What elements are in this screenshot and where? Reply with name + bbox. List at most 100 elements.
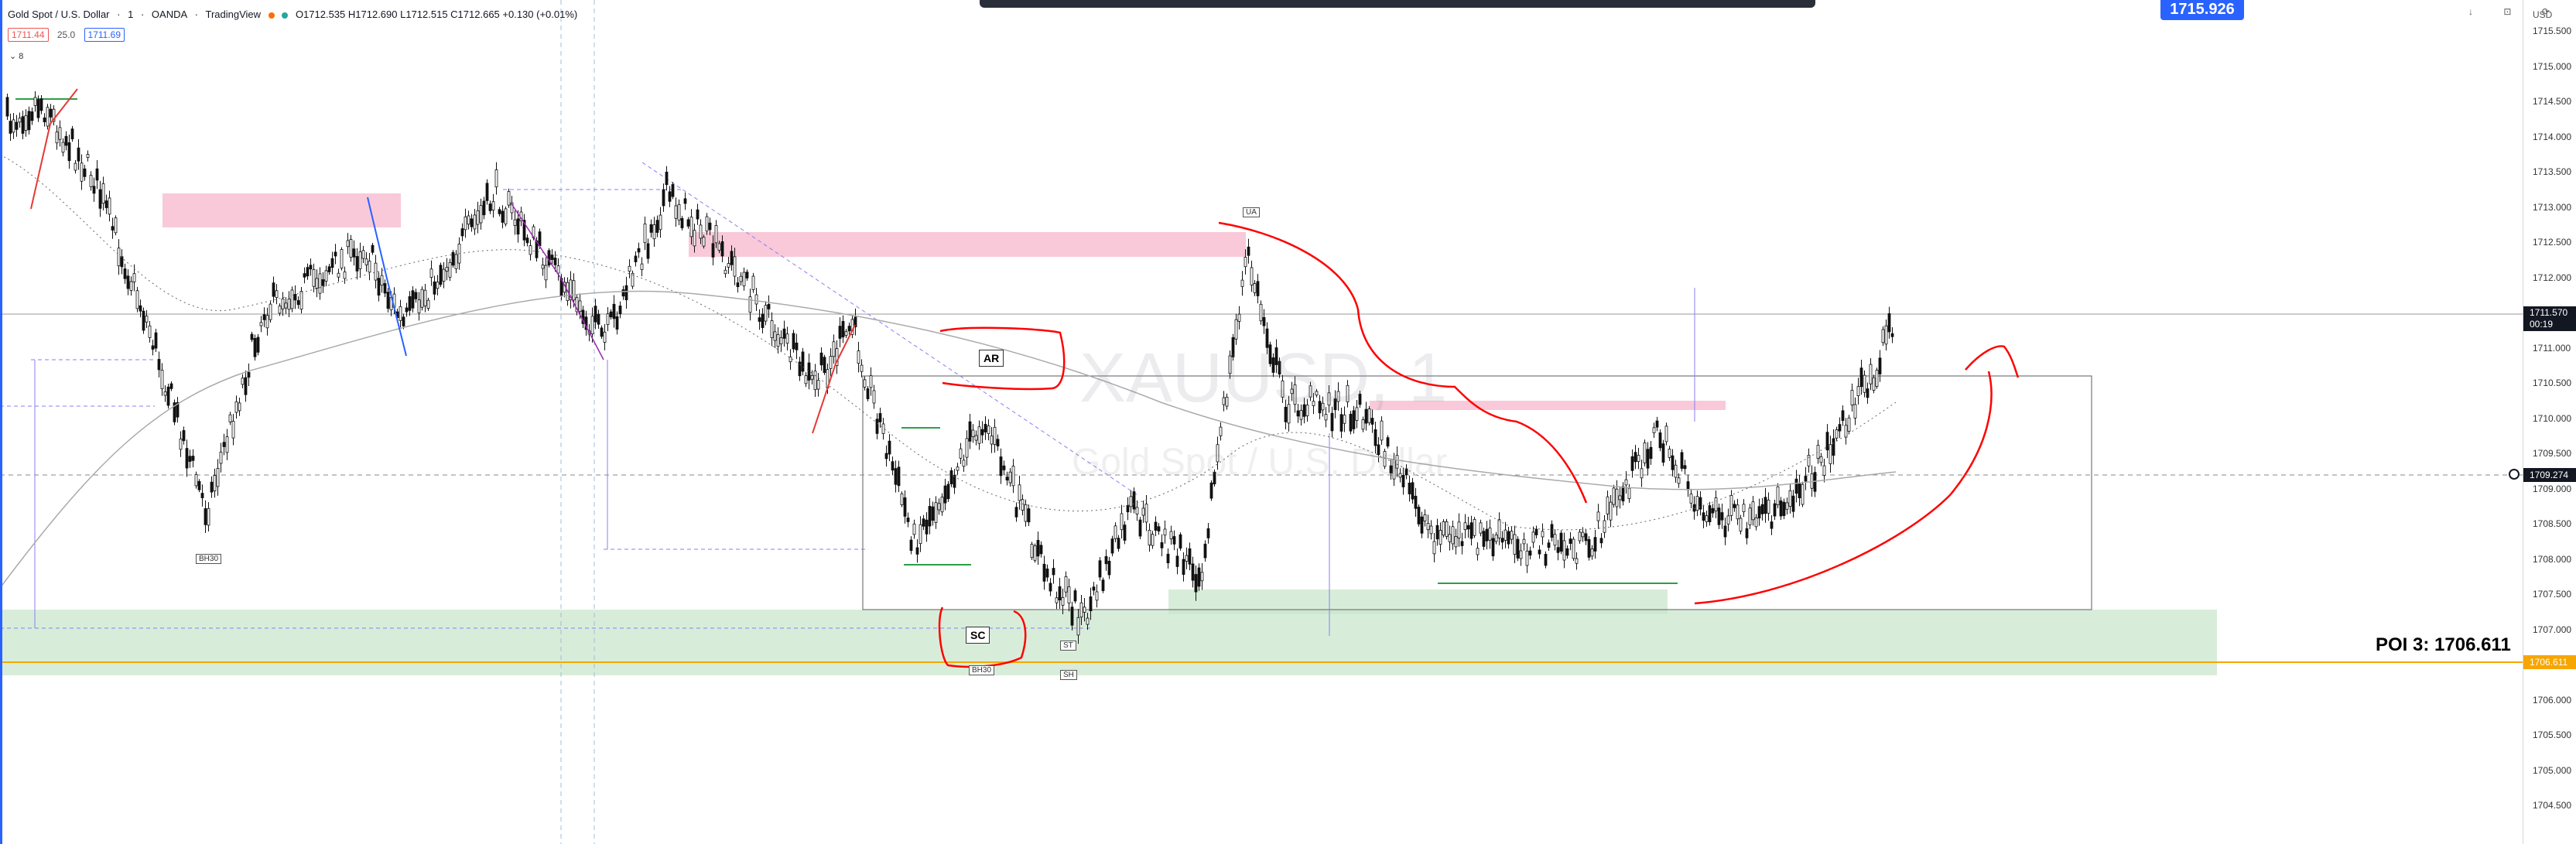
chart-drawing-layer[interactable] bbox=[0, 0, 2523, 844]
candle-body bbox=[470, 218, 474, 227]
candle-body bbox=[111, 226, 115, 231]
candle-body bbox=[151, 345, 155, 350]
buy-price-button[interactable]: 1711.69 bbox=[84, 28, 125, 42]
symbol-legend[interactable]: Gold Spot / U.S. Dollar · 1 · OANDA · Tr… bbox=[8, 9, 578, 20]
indicators-toggle[interactable]: ⌄ 8 bbox=[9, 51, 23, 61]
candle-body bbox=[847, 326, 851, 332]
candle-body bbox=[779, 337, 783, 344]
candle-body bbox=[696, 209, 700, 220]
candle-body bbox=[1293, 384, 1297, 405]
dashed-trendline bbox=[641, 162, 1138, 496]
candle-body bbox=[265, 315, 269, 329]
sc-label[interactable]: SC bbox=[966, 627, 990, 644]
candle-body bbox=[553, 258, 557, 265]
candle-body bbox=[1271, 357, 1275, 373]
candle-body bbox=[1120, 513, 1124, 531]
candle-body bbox=[501, 210, 505, 223]
candle-body bbox=[408, 296, 412, 311]
candle-body bbox=[1723, 525, 1727, 538]
candle-body bbox=[550, 255, 554, 260]
candle-body bbox=[473, 214, 477, 230]
candle-body bbox=[1572, 538, 1575, 559]
candle-body bbox=[18, 118, 22, 123]
candle-body bbox=[1333, 398, 1337, 411]
candle-body bbox=[1206, 528, 1210, 538]
candle-body bbox=[1658, 432, 1662, 449]
candle-body bbox=[157, 359, 161, 371]
candle-body bbox=[55, 132, 59, 144]
ar-label[interactable]: AR bbox=[979, 350, 1004, 367]
candle-body bbox=[1717, 507, 1721, 525]
candle-body bbox=[643, 224, 647, 244]
candle-body bbox=[984, 423, 987, 432]
candle-body bbox=[1516, 538, 1520, 559]
candle-body bbox=[708, 222, 712, 231]
candle-body bbox=[1729, 495, 1733, 516]
candle-body bbox=[250, 333, 254, 340]
candle-body bbox=[120, 256, 124, 268]
window-controls[interactable]: ↓ ⊡ ⟳ bbox=[2468, 6, 2564, 17]
candle-body bbox=[272, 282, 275, 297]
drawing-toolbar[interactable] bbox=[980, 0, 1815, 8]
bh30-label-2[interactable]: BH30 bbox=[969, 665, 995, 675]
candle-body bbox=[191, 456, 195, 461]
candle-body bbox=[1451, 526, 1455, 545]
candle-body bbox=[671, 184, 675, 197]
chart-canvas[interactable]: XAUUSD, 1 Gold Spot / U.S. Dollar Gold S… bbox=[0, 0, 2523, 844]
candle-body bbox=[810, 374, 814, 380]
currency-label[interactable]: USD bbox=[2533, 9, 2553, 20]
candle-body bbox=[1863, 374, 1866, 393]
candle-body bbox=[1185, 555, 1189, 562]
candle-body bbox=[556, 265, 560, 274]
candle-body bbox=[1244, 257, 1247, 268]
price-tick-label: 1708.000 bbox=[2533, 553, 2572, 565]
candle-body bbox=[569, 279, 573, 300]
candle-body bbox=[1268, 344, 1272, 364]
candle-body bbox=[436, 282, 440, 289]
bh30-label[interactable]: BH30 bbox=[196, 554, 222, 564]
price-tick-label: 1714.000 bbox=[2533, 131, 2572, 142]
candle-body bbox=[637, 248, 641, 253]
sh-label[interactable]: SH bbox=[1060, 670, 1077, 680]
candle-body bbox=[216, 468, 220, 487]
ua-label[interactable]: UA bbox=[1243, 207, 1260, 217]
candle-body bbox=[498, 209, 501, 214]
st-label[interactable]: ST bbox=[1060, 641, 1076, 651]
candle-body bbox=[1835, 429, 1839, 439]
price-axis[interactable]: 1715.500 1715.000 1714.500 1714.000 1713.500… bbox=[2523, 0, 2576, 844]
candle-body bbox=[1640, 468, 1644, 479]
candle-body bbox=[61, 142, 65, 153]
candle-body bbox=[179, 439, 183, 450]
candle-body bbox=[575, 297, 579, 313]
candle-body bbox=[488, 203, 492, 211]
candle-body bbox=[1064, 576, 1068, 593]
candle-body bbox=[504, 208, 508, 224]
candle-body bbox=[64, 135, 68, 146]
candle-body bbox=[1497, 519, 1501, 538]
candle-body bbox=[451, 251, 455, 266]
price-tick-label: 1707.500 bbox=[2533, 589, 2572, 600]
symbol-title[interactable]: Gold Spot / U.S. Dollar bbox=[8, 9, 110, 20]
candle-body bbox=[1417, 507, 1421, 525]
candle-body bbox=[854, 316, 857, 327]
candle-body bbox=[1179, 534, 1182, 549]
candle-body bbox=[1321, 402, 1325, 411]
sell-price-button[interactable]: 1711.44 bbox=[8, 28, 49, 42]
candle-body bbox=[281, 298, 285, 309]
crosshair-circle-icon bbox=[2509, 469, 2520, 480]
candle-body bbox=[1151, 534, 1155, 546]
candle-body bbox=[269, 303, 272, 320]
candle-body bbox=[1287, 404, 1291, 424]
poi-price-tag: 1706.611 bbox=[2523, 655, 2576, 669]
candle-body bbox=[1370, 418, 1374, 425]
candle-body bbox=[1216, 444, 1220, 463]
candle-body bbox=[819, 352, 823, 366]
candle-body bbox=[875, 419, 879, 434]
candle-body bbox=[699, 224, 703, 239]
interval-label[interactable]: 1 bbox=[128, 9, 134, 20]
candle-body bbox=[142, 310, 145, 331]
candle-body bbox=[1256, 281, 1260, 296]
candle-body bbox=[987, 425, 990, 434]
candle-body bbox=[888, 440, 891, 455]
poi-label[interactable]: POI 3: 1706.611 bbox=[2376, 634, 2511, 655]
